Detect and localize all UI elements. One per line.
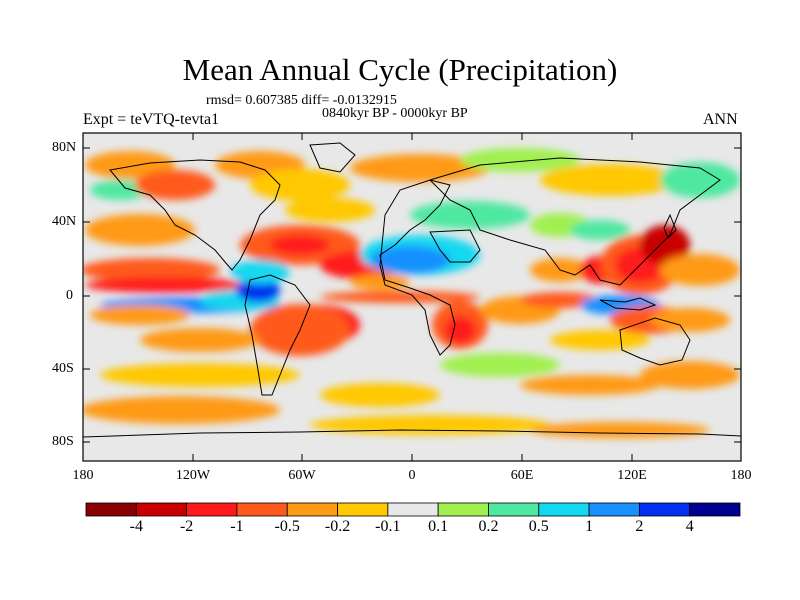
colorbar-label: 0.5 xyxy=(528,518,549,535)
colorbar-label: 4 xyxy=(685,518,694,535)
colorbar-label: -4 xyxy=(129,518,143,535)
colorbar-label: -1 xyxy=(230,518,244,535)
x-tick-label: 120W xyxy=(175,468,211,483)
colorbar-label: 1 xyxy=(585,518,594,535)
colorbar-swatch xyxy=(638,502,691,517)
colorbar-swatch xyxy=(135,502,188,517)
colorbar-swatch xyxy=(236,502,288,517)
map-title: Mean Annual Cycle (Precipitation) xyxy=(182,52,618,87)
colorbar-label: 0.1 xyxy=(428,518,449,535)
colorbar-swatch xyxy=(538,502,590,517)
colorbar-swatch xyxy=(488,502,540,517)
colorbar-swatch xyxy=(689,502,741,517)
colorbar-swatch xyxy=(437,502,489,517)
coastlines xyxy=(83,142,741,438)
x-tick-label: 60E xyxy=(510,468,534,483)
y-tick-label: 40S xyxy=(52,361,74,376)
y-tick-label: 80S xyxy=(52,434,74,449)
colorbar-swatch xyxy=(286,502,338,517)
colorbar-label: -0.2 xyxy=(324,518,351,535)
y-tick-label: 0 xyxy=(66,288,73,303)
colorbar-swatch xyxy=(588,502,640,517)
axis-ticks xyxy=(83,133,741,461)
colorbar-label: -2 xyxy=(179,518,194,535)
x-tick-label: 180 xyxy=(730,468,752,483)
colorbar-label: 0.2 xyxy=(478,518,499,535)
experiment-label: Expt = teVTQ-tevta1 xyxy=(83,111,220,128)
colorbar xyxy=(85,502,741,517)
y-tick-label: 40N xyxy=(52,214,77,229)
colorbar-label: 2 xyxy=(635,518,644,535)
colorbar-swatch xyxy=(387,502,439,517)
period-label: 0840kyr BP - 0000kyr BP xyxy=(322,106,468,121)
x-tick-label: 180 xyxy=(72,468,94,483)
precipitation-field xyxy=(83,133,741,461)
stats-line: rmsd= 0.607385 diff= -0.0132915 xyxy=(206,93,397,108)
y-tick-label: 80N xyxy=(52,140,77,155)
colorbar-label: -0.5 xyxy=(274,518,300,535)
colorbar-swatch xyxy=(337,502,389,517)
colorbar-swatch xyxy=(186,502,238,517)
season-label: ANN xyxy=(703,111,738,128)
colorbar-label: -0.1 xyxy=(375,518,401,535)
x-tick-label: 0 xyxy=(408,468,416,483)
x-tick-label: 120E xyxy=(617,468,647,483)
x-tick-label: 60W xyxy=(288,468,316,483)
colorbar-swatch xyxy=(85,502,137,517)
